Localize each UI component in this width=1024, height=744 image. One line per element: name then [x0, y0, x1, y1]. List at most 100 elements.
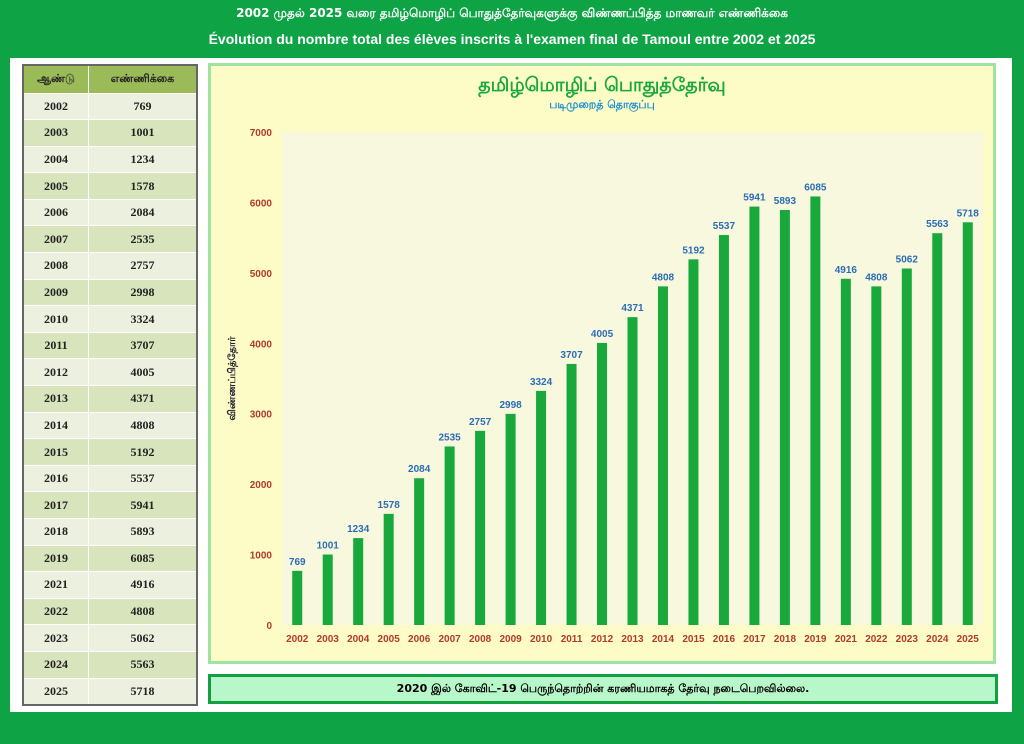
year-cell: 2012 — [22, 358, 90, 387]
french-title: Évolution du nombre total des élèves ins… — [208, 31, 816, 47]
table-row: 2003 1001 — [22, 119, 198, 147]
y-axis-label: விண்ணப்பித்தோர் — [226, 336, 238, 421]
table-row: 2019 6085 — [22, 544, 198, 573]
table-row: 2006 2084 — [22, 198, 198, 227]
year-cell: 2023 — [22, 624, 90, 652]
bar — [932, 233, 943, 625]
year-cell: 2005 — [22, 172, 90, 200]
table-row: 2015 5192 — [22, 438, 198, 466]
count-cell: 5192 — [88, 438, 198, 466]
col-header-year: ஆண்டு — [22, 64, 90, 94]
data-label: 3324 — [530, 377, 553, 388]
table-row: 2008 2757 — [22, 252, 198, 280]
table-row: 2013 4371 — [22, 385, 198, 413]
x-tick-label: 2019 — [804, 634, 827, 645]
bar — [718, 235, 729, 626]
data-label: 5062 — [896, 254, 919, 265]
x-tick-label: 2014 — [652, 634, 675, 645]
table-row: 2002 769 — [22, 92, 198, 121]
y-tick-label: 2000 — [250, 480, 273, 491]
data-label: 4916 — [835, 265, 858, 276]
table-row: 2021 4916 — [22, 571, 198, 599]
year-cell: 2016 — [22, 464, 90, 493]
year-cell: 2002 — [22, 92, 90, 121]
x-tick-label: 2013 — [621, 634, 644, 645]
data-label: 6085 — [804, 182, 827, 193]
bar-chart: 0 1000 2000 3000 4000 5000 6000 7000 769 2002 1001… — [226, 128, 983, 645]
x-tick-label: 2005 — [378, 634, 401, 645]
data-label: 5537 — [713, 221, 736, 232]
bar — [688, 259, 699, 625]
table-row: 2018 5893 — [22, 518, 198, 546]
year-cell: 2010 — [22, 305, 90, 333]
x-tick-label: 2011 — [561, 634, 583, 645]
data-label: 2535 — [439, 432, 462, 443]
year-cell: 2013 — [22, 385, 90, 413]
bar — [505, 413, 516, 625]
count-cell: 2535 — [88, 225, 198, 254]
x-tick-label: 2025 — [957, 634, 980, 645]
col-header-count: எண்ணிக்கை — [88, 64, 198, 94]
bar — [962, 222, 973, 625]
x-tick-label: 2017 — [743, 634, 766, 645]
bar — [810, 196, 821, 625]
x-tick-label: 2012 — [591, 634, 614, 645]
x-tick-label: 2022 — [865, 634, 888, 645]
count-cell: 6085 — [88, 544, 198, 573]
year-cell: 2011 — [22, 331, 90, 360]
table-row: 2016 5537 — [22, 464, 198, 493]
count-cell: 4916 — [88, 571, 198, 599]
bar — [475, 430, 486, 625]
y-tick-label: 3000 — [250, 410, 273, 421]
count-cell: 1234 — [88, 145, 198, 174]
x-tick-label: 2015 — [682, 634, 705, 645]
x-tick-label: 2024 — [926, 634, 949, 645]
count-cell: 1578 — [88, 172, 198, 200]
year-cell: 2014 — [22, 411, 90, 440]
year-cell: 2004 — [22, 145, 90, 174]
x-tick-label: 2010 — [530, 634, 553, 645]
year-cell: 2007 — [22, 225, 90, 254]
count-cell: 769 — [88, 92, 198, 121]
table-row: 2025 5718 — [22, 677, 198, 706]
y-tick-label: 5000 — [250, 269, 273, 280]
footer-note: 2020 இல் கோவிட்-19 பெருந்தொற்றின் கரணியம… — [208, 674, 998, 704]
year-cell: 2019 — [22, 544, 90, 573]
data-label: 4808 — [865, 272, 888, 283]
count-cell: 5893 — [88, 518, 198, 546]
bar — [383, 513, 394, 625]
table-row: 2010 3324 — [22, 305, 198, 333]
chart-panel: தமிழ்மொழிப் பொதுத்தேர்வு படிமுறைத் தொகுப… — [208, 63, 996, 664]
count-cell: 5718 — [88, 677, 198, 706]
count-cell: 3707 — [88, 331, 198, 360]
y-tick-label: 1000 — [250, 551, 273, 562]
data-label: 2757 — [469, 417, 492, 428]
bar — [292, 570, 303, 625]
bar — [657, 286, 668, 625]
data-label: 1578 — [378, 500, 401, 511]
data-label: 5192 — [682, 245, 705, 256]
year-cell: 2003 — [22, 119, 90, 147]
count-cell: 2998 — [88, 278, 198, 307]
table-row: 2004 1234 — [22, 145, 198, 174]
count-cell: 3324 — [88, 305, 198, 333]
bar — [414, 478, 425, 625]
count-cell: 5537 — [88, 464, 198, 493]
data-label: 1001 — [317, 541, 340, 552]
year-cell: 2006 — [22, 198, 90, 227]
count-cell: 5062 — [88, 624, 198, 652]
bar — [597, 342, 608, 625]
count-cell: 4808 — [88, 411, 198, 440]
data-label: 5941 — [743, 193, 766, 204]
table-row: 2007 2535 — [22, 225, 198, 254]
bar — [871, 286, 882, 625]
year-cell: 2022 — [22, 597, 90, 626]
year-cell: 2024 — [22, 650, 90, 679]
count-cell: 5563 — [88, 650, 198, 679]
year-cell: 2017 — [22, 491, 90, 519]
count-cell: 2757 — [88, 252, 198, 280]
data-label: 3707 — [560, 350, 583, 361]
count-cell: 1001 — [88, 119, 198, 147]
x-tick-label: 2018 — [774, 634, 797, 645]
y-tick-label: 7000 — [250, 128, 273, 139]
